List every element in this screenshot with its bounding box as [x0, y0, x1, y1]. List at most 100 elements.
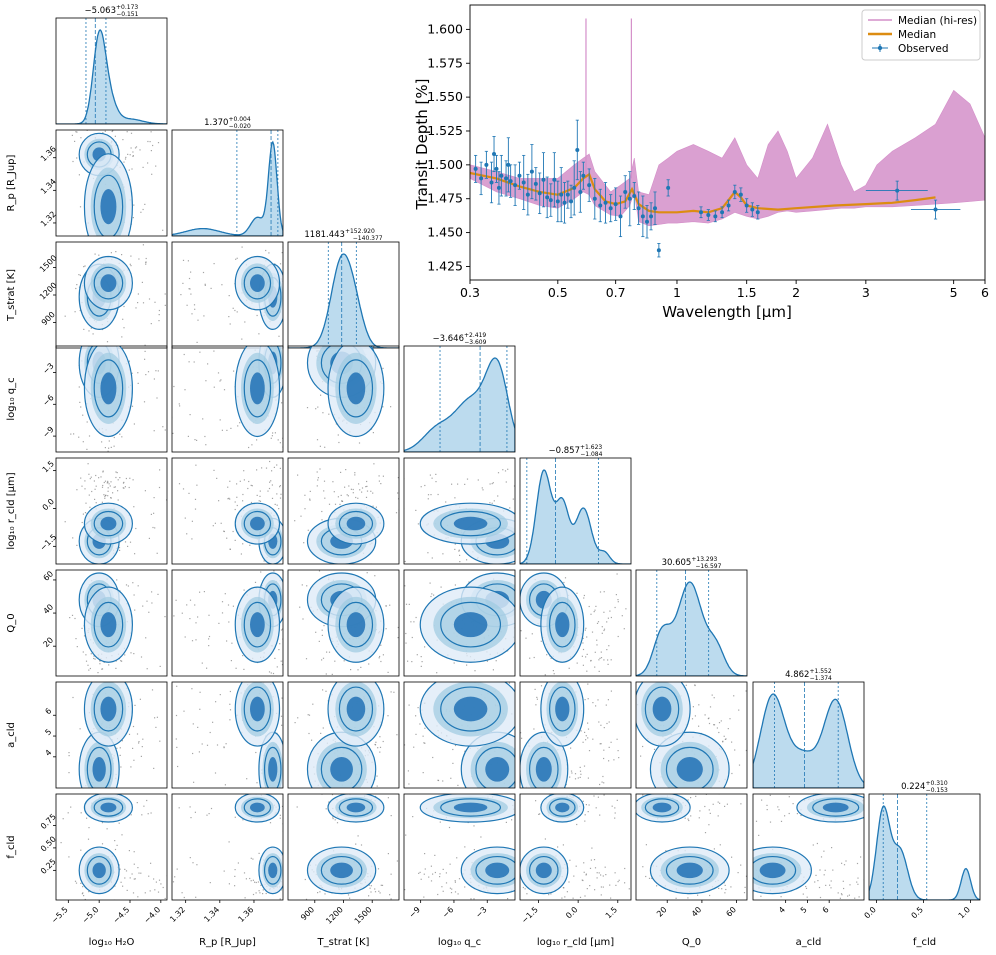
scatter-point — [224, 593, 226, 595]
scatter-point — [535, 704, 537, 706]
scatter-point — [595, 807, 597, 809]
scatter-point — [597, 699, 599, 701]
scatter-point — [688, 819, 690, 822]
panel-clip-group — [71, 130, 164, 236]
scatter-point — [180, 903, 181, 904]
scatter-point — [121, 740, 123, 742]
density-core — [250, 372, 265, 405]
scatter-point — [182, 496, 183, 497]
scatter-point — [178, 337, 179, 338]
scatter-point — [585, 735, 587, 737]
scatter-point — [765, 906, 766, 907]
scatter-point — [534, 901, 535, 902]
contour-outer — [83, 255, 133, 311]
scatter-point — [138, 742, 140, 744]
observed-marker — [479, 176, 484, 181]
scatter-point — [886, 803, 887, 804]
scatter-point — [536, 696, 538, 698]
density-core — [822, 802, 849, 813]
scatter-point — [393, 691, 395, 693]
scatter-point — [80, 812, 82, 814]
panel-clip-group — [299, 566, 399, 676]
scatter-point — [337, 434, 339, 436]
scatter-point — [724, 805, 726, 807]
scatter-point — [181, 892, 183, 894]
scatter-point — [107, 490, 109, 492]
scatter-point — [525, 637, 527, 639]
observed-point — [649, 202, 654, 231]
scatter-point — [156, 891, 157, 892]
scatter-point — [316, 471, 318, 473]
density-core — [453, 802, 488, 813]
scatter-point — [592, 738, 594, 740]
scatter-point — [724, 892, 726, 894]
scatter-point — [106, 828, 108, 830]
scatter-point — [319, 891, 321, 893]
scatter-point — [366, 485, 368, 487]
panel-frame — [287, 457, 400, 565]
marginal-clip — [404, 346, 515, 452]
ytick-label: 1.5 — [41, 459, 56, 474]
scatter-point — [434, 871, 436, 874]
scatter-point — [371, 674, 372, 675]
scatter-point — [614, 558, 615, 559]
scatter-point — [713, 724, 715, 726]
corner-ylabel-1: R_p [R_Jup] — [6, 154, 17, 211]
scatter-point — [511, 819, 513, 821]
scatter-point — [598, 670, 600, 672]
scatter-point — [188, 361, 190, 363]
corner-ylabel-6: a_cld — [6, 722, 17, 748]
scatter-point — [387, 671, 389, 673]
scatter-point — [162, 229, 164, 231]
scatter-point — [125, 477, 127, 480]
scatter-point — [265, 249, 267, 252]
scatter-point — [268, 822, 269, 823]
scatter-point — [534, 688, 536, 690]
scatter-point — [280, 660, 282, 662]
scatter-point — [788, 812, 790, 815]
scatter-point — [318, 570, 321, 572]
scatter-point — [82, 651, 84, 653]
scatter-point — [220, 522, 222, 524]
density-core — [555, 696, 570, 722]
scatter-point — [262, 889, 264, 891]
scatter-point — [155, 165, 157, 167]
scatter-point — [189, 618, 191, 620]
scatter-point — [245, 335, 246, 336]
corner-xlabel-6: a_cld — [796, 937, 822, 948]
observed-marker — [508, 179, 513, 184]
scatter-point — [243, 470, 245, 472]
scatter-point — [411, 636, 413, 639]
scatter-point — [204, 435, 206, 438]
scatter-point — [130, 255, 132, 257]
panel-5-4 — [519, 558, 632, 677]
scatter-point — [269, 822, 272, 824]
observed-marker — [541, 177, 546, 182]
scatter-point — [582, 648, 585, 651]
scatter-point — [390, 898, 392, 900]
scatter-point — [727, 728, 729, 730]
observed-marker — [569, 199, 574, 204]
scatter-point — [270, 437, 272, 439]
scatter-point — [228, 621, 230, 623]
scatter-point — [405, 642, 407, 644]
scatter-point — [602, 875, 604, 877]
scatter-point — [338, 441, 340, 444]
scatter-point — [316, 485, 318, 487]
observed-point — [750, 202, 755, 217]
xtick-label: −4.5 — [111, 905, 131, 925]
scatter-point — [628, 722, 629, 723]
scatter-point — [358, 483, 360, 485]
scatter-point — [489, 483, 491, 485]
scatter-point — [82, 441, 84, 443]
observed-point — [494, 154, 499, 183]
scatter-point — [154, 717, 156, 719]
observed-point — [706, 209, 711, 221]
marginal-density-1 — [172, 140, 283, 236]
scatter-point — [582, 790, 583, 791]
scatter-point — [698, 704, 700, 706]
scatter-point — [234, 501, 236, 503]
scatter-point — [344, 566, 345, 567]
panel-clip-group — [520, 558, 627, 676]
